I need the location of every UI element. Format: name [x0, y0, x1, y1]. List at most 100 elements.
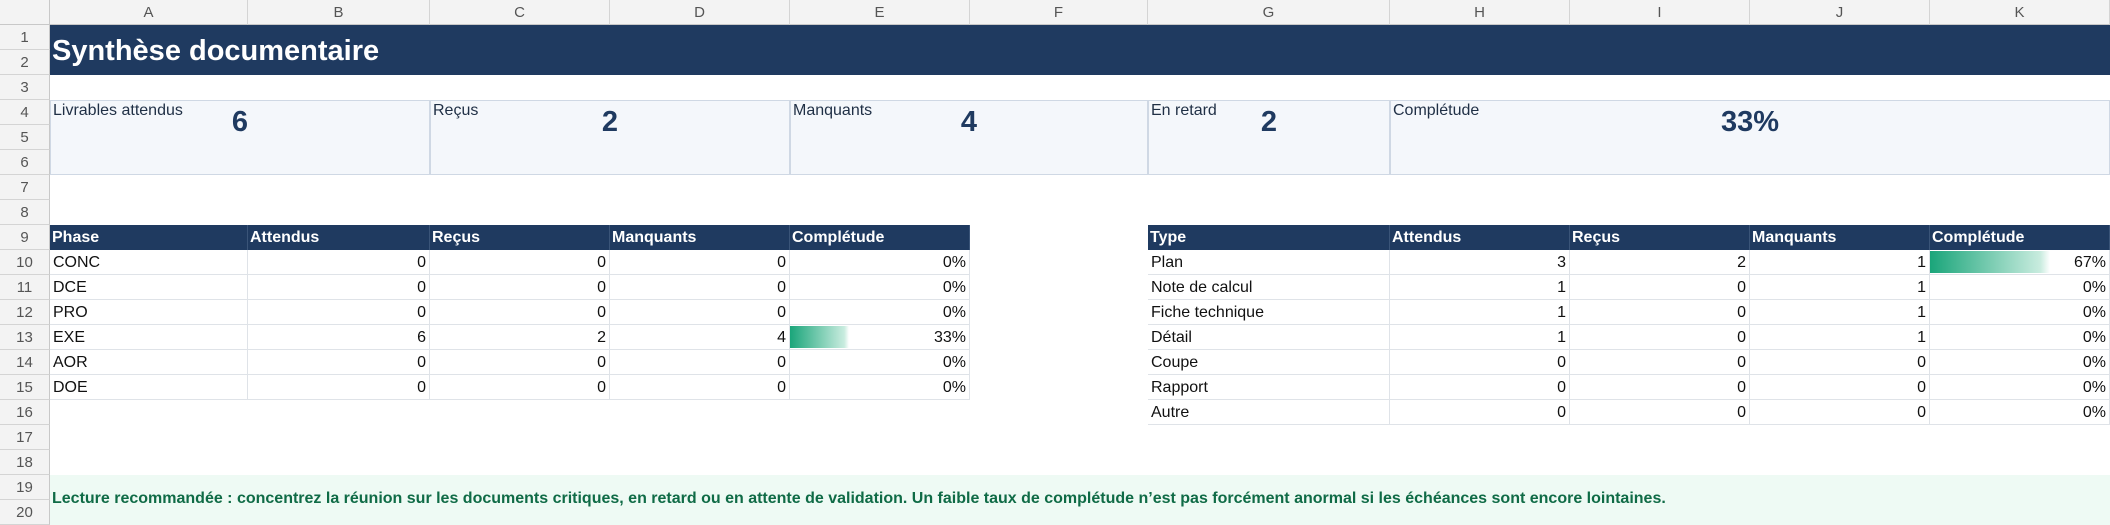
page-title[interactable]: Synthèse documentaire	[52, 35, 380, 67]
phase-table-cell-recus[interactable]: 0	[430, 375, 610, 400]
phase-table-cell-recus[interactable]: 2	[430, 325, 610, 350]
type-table-cell-recus[interactable]: 0	[1570, 350, 1750, 375]
phase-table-cell-attendus[interactable]: 0	[248, 375, 430, 400]
kpi-card[interactable]: Manquants 4	[790, 100, 1148, 175]
phase-table-cell-recus[interactable]: 0	[430, 275, 610, 300]
type-table-cell-name[interactable]: Note de calcul	[1148, 275, 1390, 300]
phase-table-cell-attendus[interactable]: 0	[248, 300, 430, 325]
type-table-header-3[interactable]: Manquants	[1750, 225, 1930, 250]
column-header-g[interactable]: G	[1148, 0, 1390, 25]
row-header-16[interactable]: 16	[0, 400, 50, 425]
select-all-corner[interactable]	[0, 0, 50, 25]
type-table-cell-recus[interactable]: 0	[1570, 325, 1750, 350]
type-table-cell-attendus[interactable]: 0	[1390, 400, 1570, 425]
type-table-header-2[interactable]: Reçus	[1570, 225, 1750, 250]
row-header-1[interactable]: 1	[0, 25, 50, 50]
phase-table-cell-attendus[interactable]: 0	[248, 250, 430, 275]
row-header-8[interactable]: 8	[0, 200, 50, 225]
column-header-j[interactable]: J	[1750, 0, 1930, 25]
column-header-h[interactable]: H	[1390, 0, 1570, 25]
phase-table-cell-recus[interactable]: 0	[430, 350, 610, 375]
phase-table-cell-recus[interactable]: 0	[430, 250, 610, 275]
phase-table-cell-completude[interactable]: 33%	[790, 325, 970, 350]
column-header-f[interactable]: F	[970, 0, 1148, 25]
phase-table-header-0[interactable]: Phase	[50, 225, 248, 250]
phase-table-cell-completude[interactable]: 0%	[790, 375, 970, 400]
type-table-cell-recus[interactable]: 0	[1570, 300, 1750, 325]
row-header-18[interactable]: 18	[0, 450, 50, 475]
phase-table-cell-completude[interactable]: 0%	[790, 275, 970, 300]
phase-table-cell-name[interactable]: EXE	[50, 325, 248, 350]
type-table-cell-name[interactable]: Coupe	[1148, 350, 1390, 375]
row-header-11[interactable]: 11	[0, 275, 50, 300]
column-header-d[interactable]: D	[610, 0, 790, 25]
phase-table-cell-manquants[interactable]: 0	[610, 300, 790, 325]
row-header-5[interactable]: 5	[0, 125, 50, 150]
type-table-cell-completude[interactable]: 0%	[1930, 275, 2110, 300]
column-header-i[interactable]: I	[1570, 0, 1750, 25]
type-table-cell-name[interactable]: Fiche technique	[1148, 300, 1390, 325]
kpi-card[interactable]: Complétude 33%	[1390, 100, 2110, 175]
type-table-cell-manquants[interactable]: 0	[1750, 350, 1930, 375]
type-table-cell-attendus[interactable]: 3	[1390, 250, 1570, 275]
kpi-card[interactable]: Livrables attendus 6	[50, 100, 430, 175]
column-header-c[interactable]: C	[430, 0, 610, 25]
recommendation-note[interactable]: Lecture recommandée : concentrez la réun…	[52, 490, 1666, 507]
phase-table-cell-name[interactable]: CONC	[50, 250, 248, 275]
phase-table-header-1[interactable]: Attendus	[248, 225, 430, 250]
type-table-cell-manquants[interactable]: 1	[1750, 300, 1930, 325]
type-table-header-0[interactable]: Type	[1148, 225, 1390, 250]
type-table-cell-attendus[interactable]: 1	[1390, 275, 1570, 300]
row-header-10[interactable]: 10	[0, 250, 50, 275]
phase-table-cell-manquants[interactable]: 4	[610, 325, 790, 350]
column-header-b[interactable]: B	[248, 0, 430, 25]
type-table-cell-completude[interactable]: 67%	[1930, 250, 2110, 275]
row-header-7[interactable]: 7	[0, 175, 50, 200]
type-table-cell-attendus[interactable]: 0	[1390, 350, 1570, 375]
type-table-cell-attendus[interactable]: 1	[1390, 300, 1570, 325]
phase-table-cell-name[interactable]: PRO	[50, 300, 248, 325]
row-header-17[interactable]: 17	[0, 425, 50, 450]
type-table-cell-manquants[interactable]: 1	[1750, 325, 1930, 350]
row-header-9[interactable]: 9	[0, 225, 50, 250]
type-table-cell-recus[interactable]: 0	[1570, 275, 1750, 300]
phase-table-cell-manquants[interactable]: 0	[610, 375, 790, 400]
type-table-cell-name[interactable]: Plan	[1148, 250, 1390, 275]
type-table-cell-recus[interactable]: 0	[1570, 400, 1750, 425]
type-table-header-1[interactable]: Attendus	[1390, 225, 1570, 250]
row-header-6[interactable]: 6	[0, 150, 50, 175]
row-header-3[interactable]: 3	[0, 75, 50, 100]
phase-table-cell-name[interactable]: DCE	[50, 275, 248, 300]
column-header-k[interactable]: K	[1930, 0, 2110, 25]
type-table-cell-name[interactable]: Rapport	[1148, 375, 1390, 400]
type-table-cell-name[interactable]: Autre	[1148, 400, 1390, 425]
column-header-e[interactable]: E	[790, 0, 970, 25]
phase-table-cell-manquants[interactable]: 0	[610, 350, 790, 375]
type-table-cell-completude[interactable]: 0%	[1930, 375, 2110, 400]
type-table-cell-name[interactable]: Détail	[1148, 325, 1390, 350]
phase-table-cell-recus[interactable]: 0	[430, 300, 610, 325]
type-table-cell-attendus[interactable]: 0	[1390, 375, 1570, 400]
phase-table-header-4[interactable]: Complétude	[790, 225, 970, 250]
phase-table-cell-name[interactable]: DOE	[50, 375, 248, 400]
type-table-header-4[interactable]: Complétude	[1930, 225, 2110, 250]
phase-table-cell-completude[interactable]: 0%	[790, 300, 970, 325]
phase-table-header-3[interactable]: Manquants	[610, 225, 790, 250]
type-table-cell-completude[interactable]: 0%	[1930, 300, 2110, 325]
row-header-4[interactable]: 4	[0, 100, 50, 125]
type-table-cell-attendus[interactable]: 1	[1390, 325, 1570, 350]
row-header-12[interactable]: 12	[0, 300, 50, 325]
phase-table-cell-completude[interactable]: 0%	[790, 350, 970, 375]
row-header-20[interactable]: 20	[0, 500, 50, 525]
type-table-cell-completude[interactable]: 0%	[1930, 350, 2110, 375]
type-table-cell-completude[interactable]: 0%	[1930, 325, 2110, 350]
phase-table-cell-attendus[interactable]: 0	[248, 350, 430, 375]
column-header-a[interactable]: A	[50, 0, 248, 25]
phase-table-cell-name[interactable]: AOR	[50, 350, 248, 375]
row-header-2[interactable]: 2	[0, 50, 50, 75]
phase-table-cell-manquants[interactable]: 0	[610, 250, 790, 275]
type-table-cell-manquants[interactable]: 1	[1750, 250, 1930, 275]
row-header-19[interactable]: 19	[0, 475, 50, 500]
type-table-cell-recus[interactable]: 0	[1570, 375, 1750, 400]
phase-table-cell-attendus[interactable]: 0	[248, 275, 430, 300]
